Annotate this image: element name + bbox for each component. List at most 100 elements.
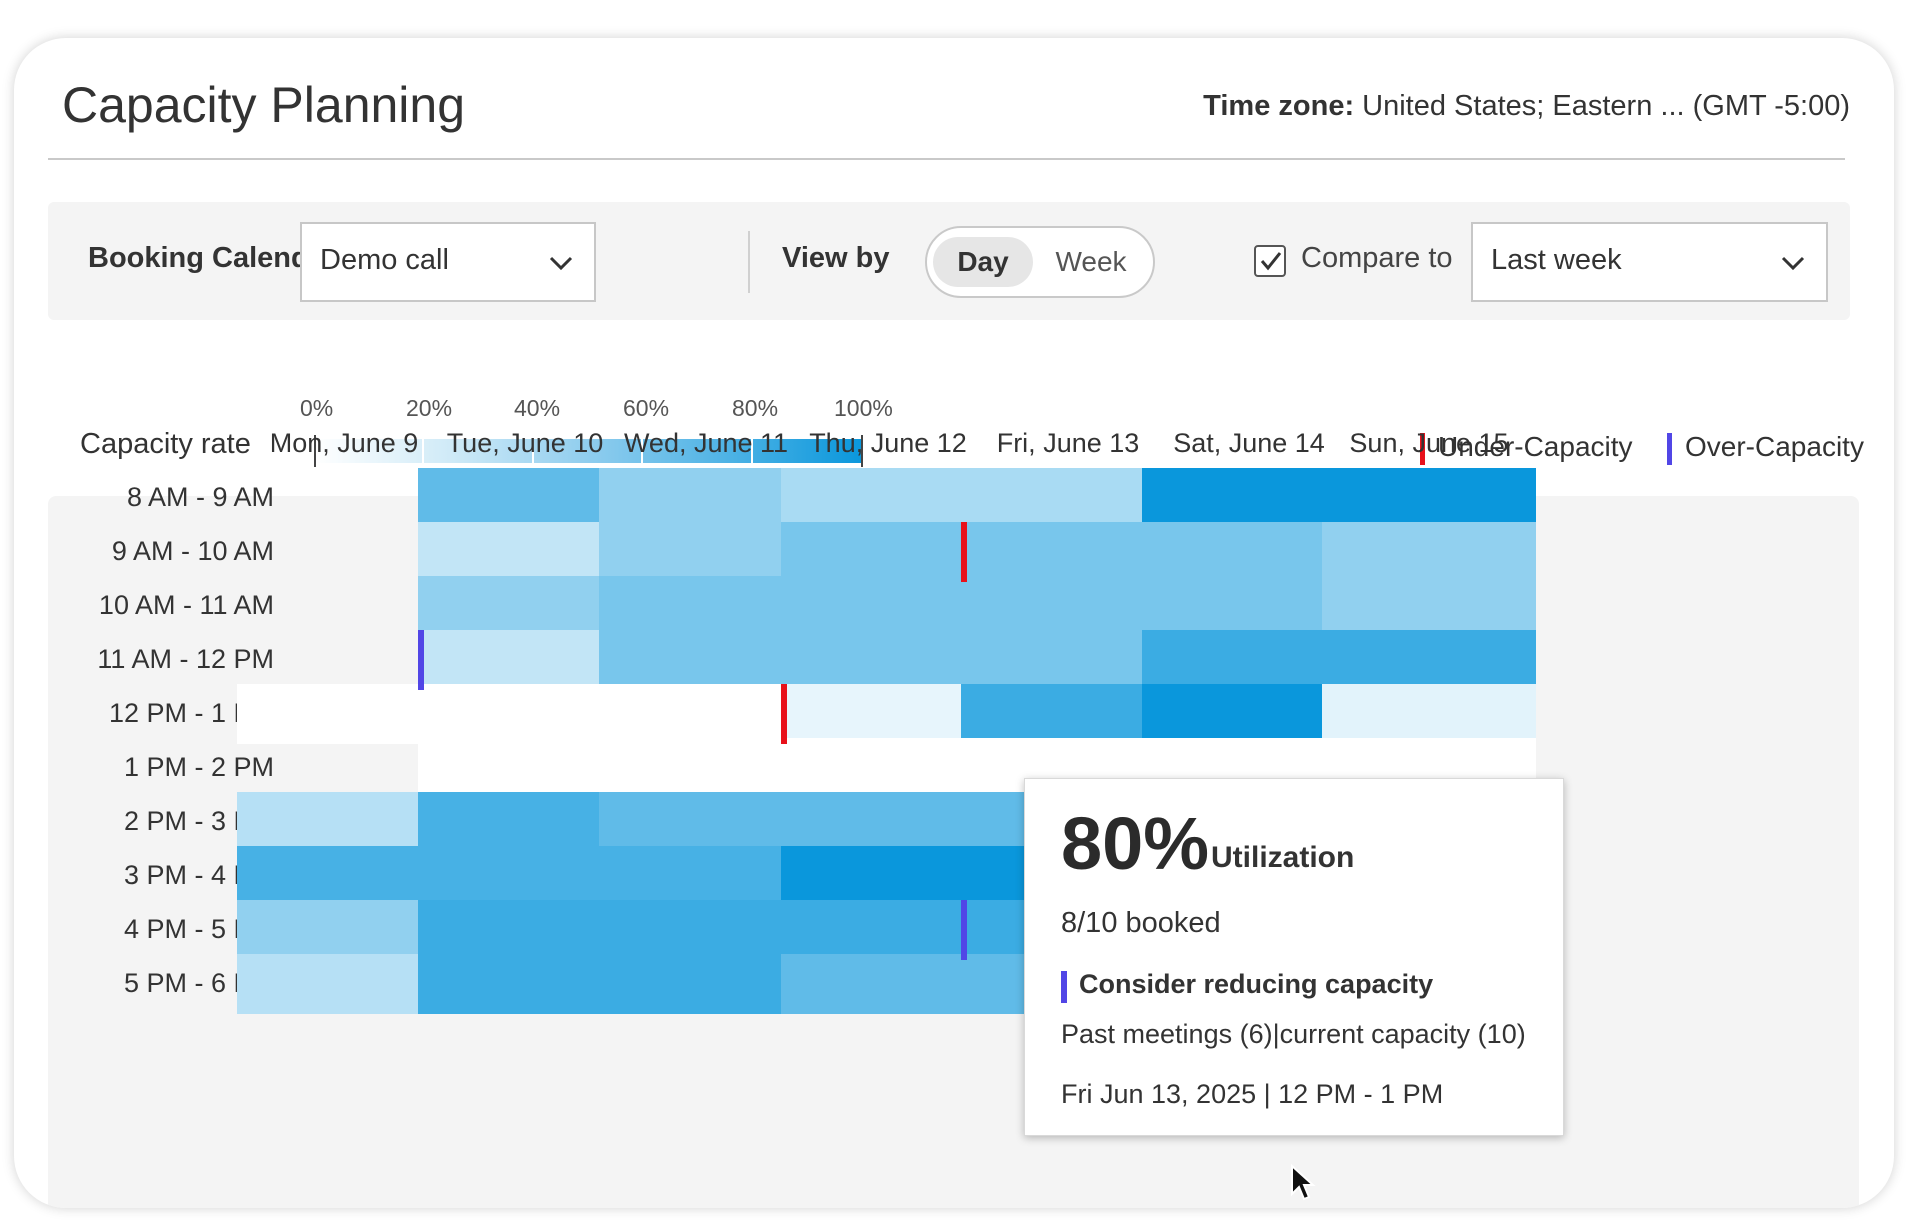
tooltip-recommendation: Consider reducing capacity <box>1079 969 1434 999</box>
scale-tick-60: 60% <box>623 395 670 421</box>
view-option-week[interactable]: Week <box>1055 246 1127 277</box>
over-capacity-marker <box>961 900 967 960</box>
compare-to-checkbox[interactable] <box>1254 245 1286 277</box>
heatmap-cell[interactable] <box>1142 576 1356 636</box>
heatmap-cell[interactable] <box>599 792 813 852</box>
day-header: Wed, June 11 <box>623 428 789 458</box>
heatmap-cell[interactable] <box>237 846 451 906</box>
cell-tooltip: 80% Utilization 8/10 booked Consider red… <box>1024 778 1564 1136</box>
day-header: Sun, June 15 <box>1349 428 1509 458</box>
heatmap-cell[interactable] <box>781 900 995 960</box>
heatmap-cell[interactable] <box>237 684 451 744</box>
heatmap-cell[interactable] <box>418 522 632 582</box>
day-header: Thu, June 12 <box>809 428 967 458</box>
heatmap-cell[interactable] <box>781 846 995 906</box>
booking-calendar-value: Demo call <box>320 244 449 276</box>
time-slot-label: 11 AM - 12 PM <box>97 644 274 674</box>
heatmap-cell[interactable] <box>1142 684 1356 744</box>
day-header: Fri, June 13 <box>996 428 1140 458</box>
heatmap-cell[interactable] <box>781 684 995 744</box>
heatmap-cell[interactable] <box>418 738 632 798</box>
scale-tick-100: 100% <box>834 395 893 421</box>
heatmap-cell[interactable] <box>781 954 995 1014</box>
heatmap-cell[interactable] <box>781 576 995 636</box>
time-slot-label: 1 PM - 2 PM <box>123 752 274 782</box>
heatmap-cell[interactable] <box>599 576 813 636</box>
heatmap-cell[interactable] <box>237 954 451 1014</box>
heatmap-cell[interactable] <box>418 846 632 906</box>
heatmap-cell[interactable] <box>599 468 813 528</box>
view-option-day[interactable]: Day <box>933 237 1033 287</box>
capacity-rate-label: Capacity rate <box>80 428 251 460</box>
heatmap-cell[interactable] <box>781 738 995 798</box>
heatmap-cell[interactable] <box>781 522 995 582</box>
time-slot-label: 9 AM - 10 AM <box>111 536 274 566</box>
heatmap-cell[interactable] <box>599 522 813 582</box>
timezone-label: Time zone: <box>1203 90 1355 122</box>
heatmap-cell[interactable] <box>418 792 632 852</box>
scale-tick-40: 40% <box>514 395 561 421</box>
heatmap-cell[interactable] <box>418 468 632 528</box>
tooltip-utilization-label: Utilization <box>1211 841 1355 874</box>
heatmap-cell[interactable] <box>1322 684 1536 744</box>
view-by-toggle: Day Week <box>925 226 1155 298</box>
capacity-rate-scale <box>314 435 863 467</box>
compare-period-value: Last week <box>1491 244 1622 276</box>
heatmap-cell[interactable] <box>961 684 1175 744</box>
heatmap-cell[interactable] <box>1322 468 1536 528</box>
legend-under-capacity: Under-Capacity <box>1420 431 1633 465</box>
scale-tick-20: 20% <box>406 395 453 421</box>
scale-tick-80: 80% <box>732 395 779 421</box>
chevron-down-icon <box>549 256 573 271</box>
heatmap-cell[interactable] <box>1142 630 1356 690</box>
tooltip-detail: Past meetings (6)|current capacity (10) <box>1061 1019 1526 1049</box>
heatmap-cell[interactable] <box>1322 576 1536 636</box>
checkmark-icon <box>1260 252 1282 271</box>
heatmap-cell[interactable] <box>1142 468 1356 528</box>
view-by-label: View by <box>782 242 890 274</box>
heatmap-cell[interactable] <box>599 630 813 690</box>
heatmap-cell[interactable] <box>781 468 995 528</box>
timezone-display: Time zone: United States; Eastern ... (G… <box>1203 90 1850 123</box>
heatmap-cell[interactable] <box>599 954 813 1014</box>
capacity-planning-card: Capacity Planning Time zone: United Stat… <box>14 38 1894 1208</box>
heatmap-cell[interactable] <box>1142 522 1356 582</box>
booking-calendar-select[interactable]: Demo call <box>300 222 596 302</box>
heatmap-cell[interactable] <box>418 576 632 636</box>
heatmap-cell[interactable] <box>418 684 632 744</box>
scale-tick-0: 0% <box>300 395 334 421</box>
under-capacity-label: Under-Capacity <box>1438 431 1633 462</box>
header-divider <box>48 158 1845 160</box>
heatmap-cell[interactable] <box>961 576 1175 636</box>
filter-divider <box>748 231 750 293</box>
heatmap-cell[interactable] <box>599 900 813 960</box>
heatmap-cell[interactable] <box>599 684 813 744</box>
over-capacity-swatch <box>1667 433 1672 465</box>
heatmap-cell[interactable] <box>961 630 1175 690</box>
heatmap-cell[interactable] <box>418 900 632 960</box>
heatmap-cell[interactable] <box>237 900 451 960</box>
heatmap-cell[interactable] <box>961 468 1175 528</box>
heatmap-cell[interactable] <box>961 522 1175 582</box>
tooltip-booked: 8/10 booked <box>1061 907 1221 939</box>
day-header: Tue, June 10 <box>446 428 604 458</box>
tooltip-percent: 80% <box>1061 802 1210 885</box>
under-capacity-marker <box>961 522 967 582</box>
heatmap-cell[interactable] <box>599 738 813 798</box>
heatmap-cell[interactable] <box>781 630 995 690</box>
tooltip-datetime: Fri Jun 13, 2025 | 12 PM - 1 PM <box>1061 1079 1444 1109</box>
heatmap-cell[interactable] <box>1322 522 1536 582</box>
time-slot-label: 10 AM - 11 AM <box>98 590 274 620</box>
heatmap-cell[interactable] <box>237 792 451 852</box>
heatmap-cell[interactable] <box>418 630 632 690</box>
compare-period-select[interactable]: Last week <box>1471 222 1828 302</box>
chevron-down-icon <box>1781 256 1805 271</box>
day-header: Mon, June 9 <box>269 428 419 458</box>
heatmap-cell[interactable] <box>599 846 813 906</box>
heatmap-cell[interactable] <box>1322 630 1536 690</box>
page-title: Capacity Planning <box>62 77 466 133</box>
time-slot-label: 8 AM - 9 AM <box>126 482 274 512</box>
under-capacity-marker <box>781 684 787 744</box>
heatmap-cell[interactable] <box>781 792 995 852</box>
heatmap-cell[interactable] <box>418 954 632 1014</box>
